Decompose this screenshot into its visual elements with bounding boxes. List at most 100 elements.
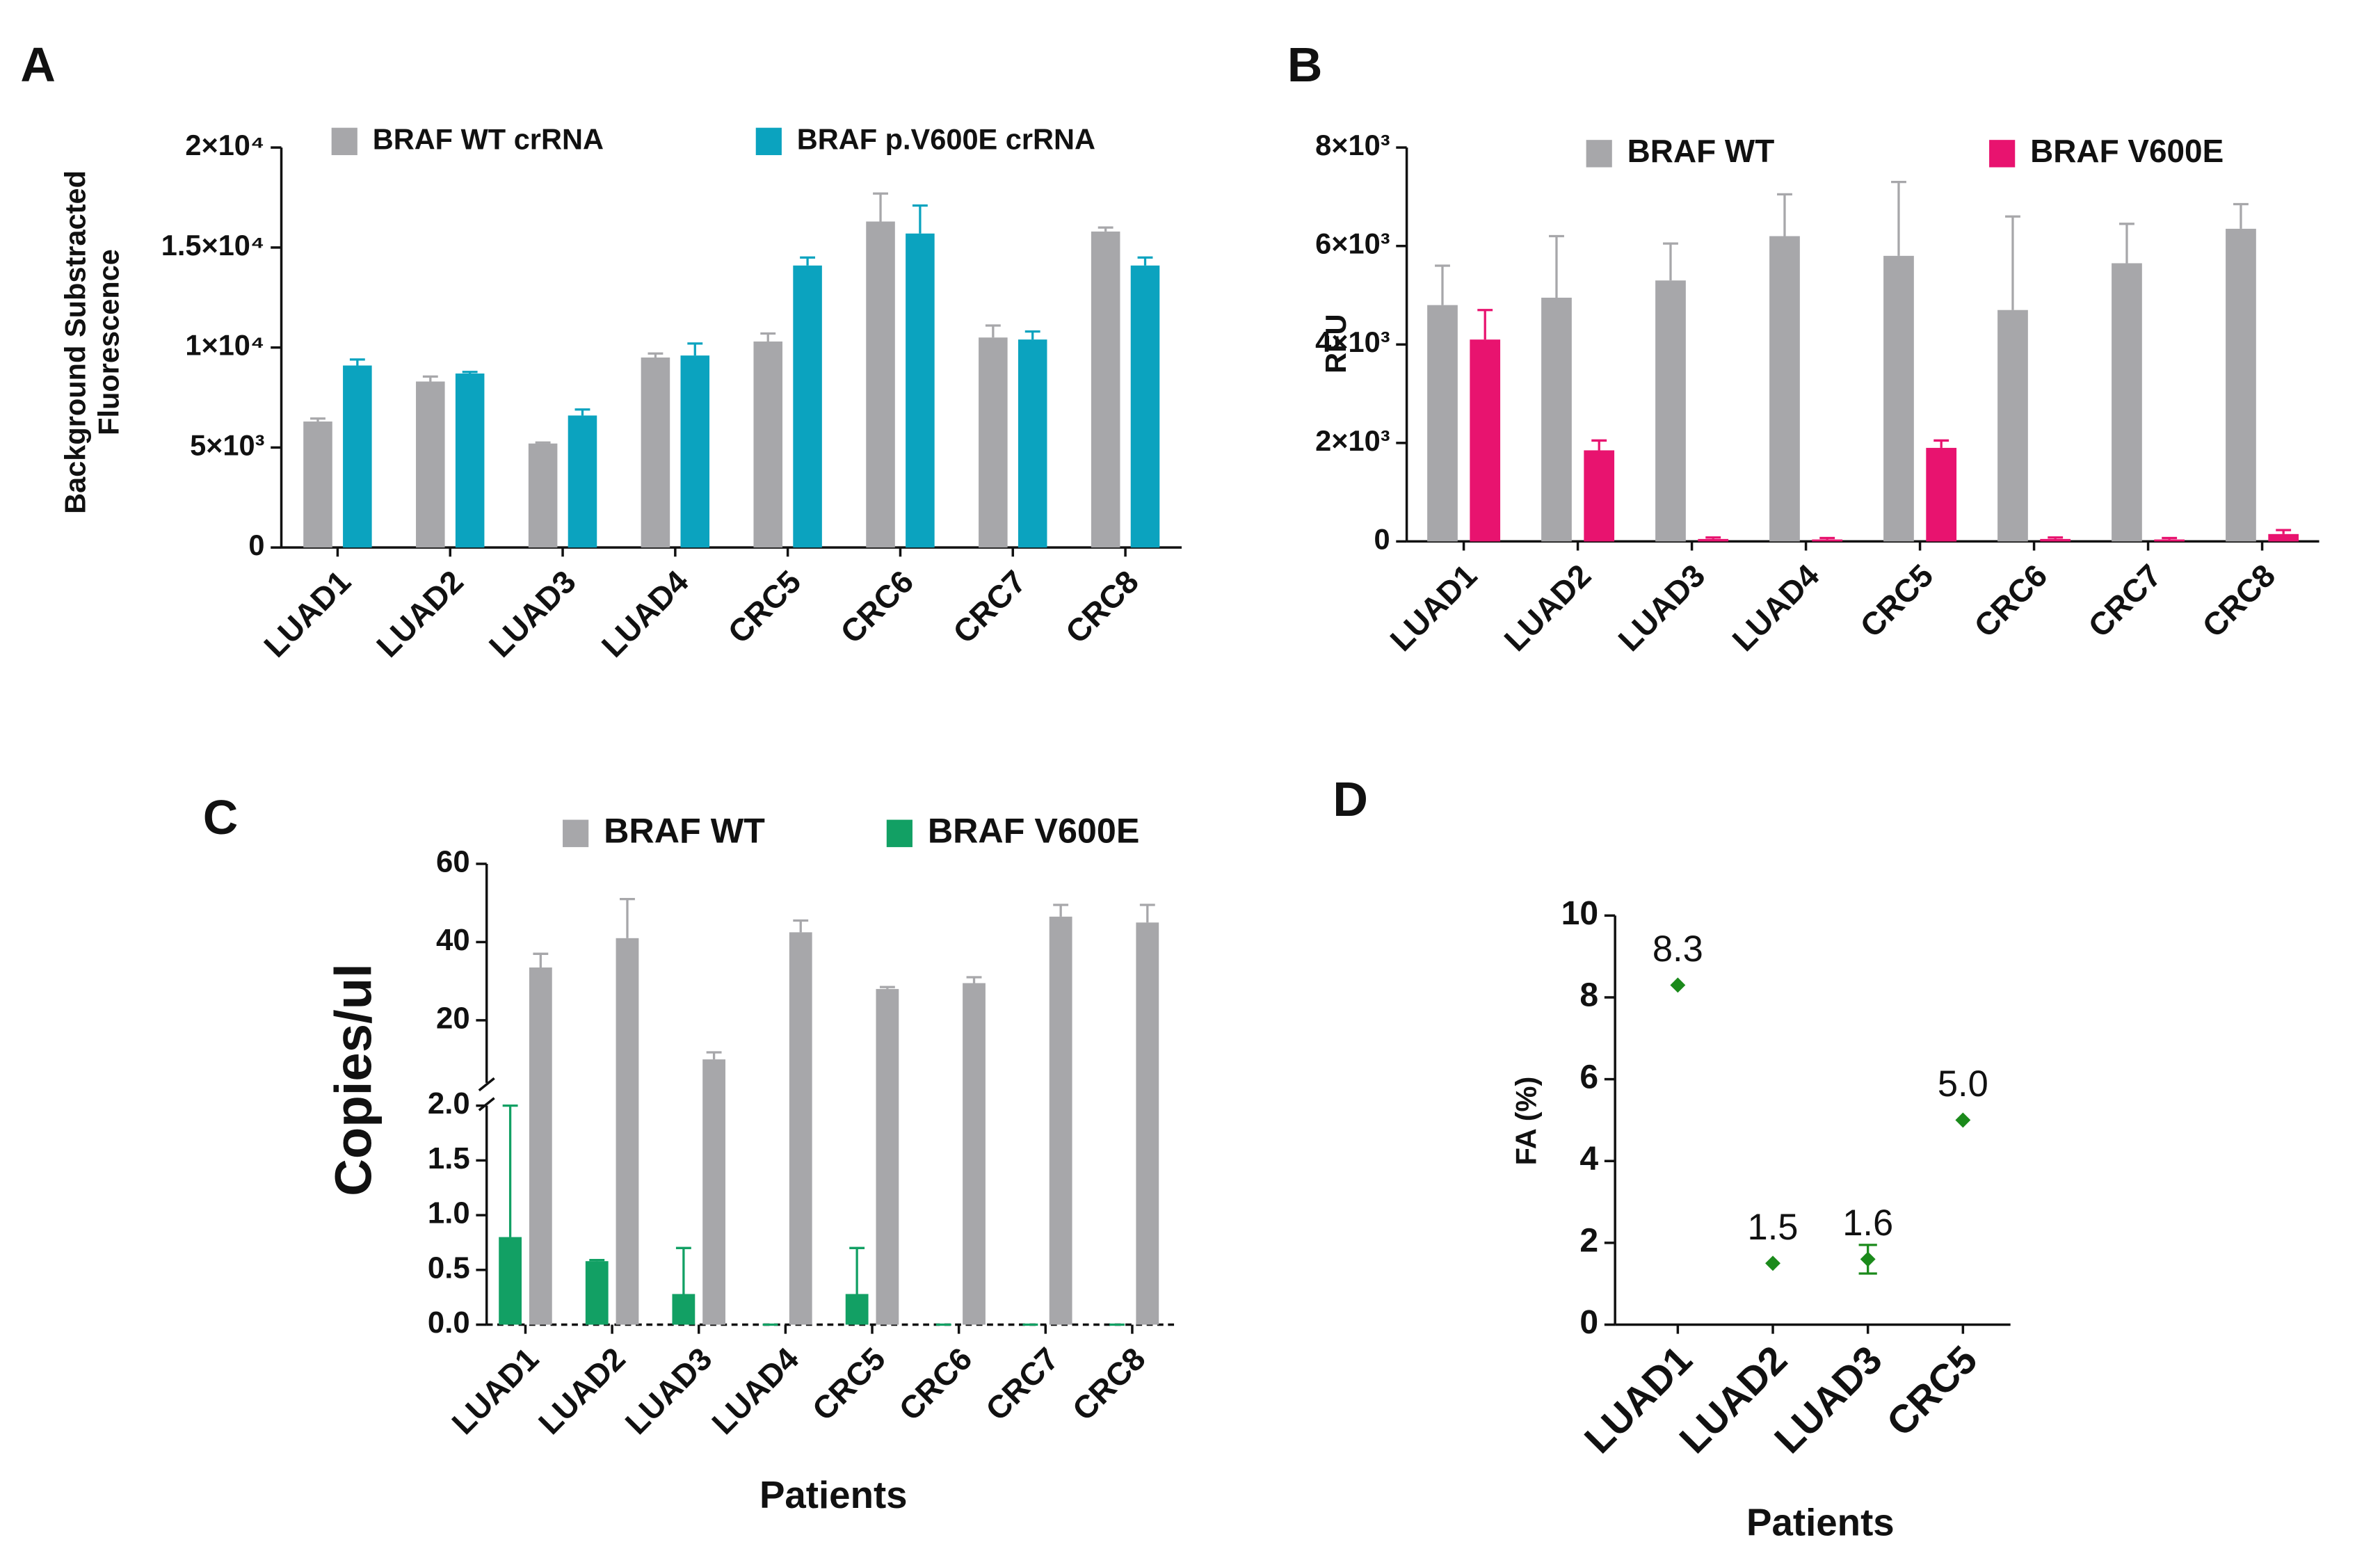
- x-tick-label: CRC8: [2195, 557, 2282, 644]
- x-tick-label: LUAD2: [1497, 557, 1598, 658]
- x-tick-label: CRC8: [1059, 563, 1145, 650]
- point: [1860, 1251, 1876, 1267]
- y-axis-label: RFU: [1319, 314, 1352, 373]
- bar: [1018, 339, 1047, 548]
- axis-break: [478, 1077, 495, 1092]
- x-tick-label: LUAD4: [705, 1340, 805, 1441]
- bar: [529, 967, 552, 1325]
- y-tick-label: 2.0: [428, 1086, 470, 1121]
- bar: [979, 337, 1008, 548]
- x-tick-label: LUAD3: [482, 563, 583, 664]
- legend-label: BRAF V600E: [928, 811, 1140, 851]
- point: [1670, 977, 1686, 993]
- y-tick-label: 0: [1579, 1303, 1598, 1341]
- x-tick-label: LUAD4: [1725, 557, 1826, 658]
- bar: [2112, 263, 2142, 542]
- legend-label: BRAF V600E: [2030, 133, 2224, 169]
- panel-letter: A: [20, 38, 56, 92]
- bar: [1769, 236, 1800, 542]
- bar: [1584, 450, 1615, 542]
- figure-content: A 0 5×10³ 1×10⁴ 1.5×10⁴ 2×10⁴ Background Subst…: [20, 38, 2319, 1544]
- data-label: 5.0: [1938, 1064, 1988, 1105]
- bar: [1812, 539, 1843, 542]
- y-tick-label: 1.5: [428, 1141, 470, 1175]
- bar: [568, 415, 597, 548]
- bar: [793, 265, 822, 548]
- x-tick-label: LUAD1: [257, 563, 357, 664]
- bar: [499, 1237, 522, 1325]
- bar: [2268, 533, 2299, 542]
- x-tick-label: LUAD1: [1577, 1338, 1701, 1463]
- y-tick-label: 0: [1374, 522, 1390, 555]
- bar: [616, 938, 639, 1325]
- bar: [1997, 310, 2028, 542]
- y-tick-label: 6×10³: [1315, 227, 1390, 260]
- x-tick-label: CRC5: [805, 1340, 892, 1427]
- bar: [1091, 231, 1120, 548]
- y-axis-label: Background Substracted: [58, 170, 91, 514]
- y-tick-label: 2×10⁴: [185, 129, 264, 161]
- x-tick-label: CRC6: [833, 563, 920, 650]
- y-tick-label: 5×10³: [190, 428, 264, 461]
- y-tick-label: 4×10³: [1315, 326, 1390, 358]
- bar: [585, 1261, 609, 1325]
- x-tick-label: CRC7: [2081, 557, 2168, 644]
- panel-letter: C: [203, 790, 239, 844]
- bar: [2154, 539, 2185, 542]
- legend-label: BRAF WT: [604, 811, 765, 851]
- data-label: 1.6: [1842, 1203, 1893, 1244]
- bar: [2226, 228, 2256, 542]
- y-tick-label: 8×10³: [1315, 129, 1390, 161]
- y-tick-label: 1.5×10⁴: [161, 229, 265, 262]
- x-tick-label: LUAD2: [531, 1340, 632, 1441]
- point: [1955, 1112, 1971, 1128]
- x-tick-label: CRC7: [946, 563, 1033, 650]
- bar: [303, 421, 332, 548]
- legend-swatch: [755, 127, 782, 156]
- y-tick-label: 60: [436, 845, 470, 879]
- bar: [455, 374, 485, 548]
- bar: [641, 358, 670, 548]
- x-axis-label: Patients: [759, 1474, 908, 1516]
- y-axis-label: FA (%): [1510, 1077, 1543, 1166]
- legend-label: BRAF WT crRNA: [373, 122, 604, 155]
- bar: [1698, 538, 1729, 542]
- bar: [1136, 922, 1159, 1325]
- y-tick-label: 10: [1561, 894, 1598, 932]
- axis-break: [478, 1097, 495, 1111]
- bar: [2040, 538, 2071, 542]
- x-tick-label: LUAD1: [1383, 557, 1484, 658]
- x-tick-label: LUAD1: [444, 1340, 545, 1441]
- y-tick-label: 1×10⁴: [185, 329, 264, 362]
- point: [1765, 1255, 1780, 1271]
- panel-letter: D: [1333, 772, 1368, 826]
- data-label: 8.3: [1653, 929, 1703, 970]
- y-tick-label: 4: [1579, 1140, 1598, 1178]
- x-tick-label: CRC8: [1066, 1340, 1152, 1427]
- y-tick-label: 2: [1579, 1222, 1598, 1260]
- bar: [963, 983, 986, 1325]
- y-axis-label: Copies/ul: [324, 963, 382, 1196]
- bar: [702, 1059, 726, 1325]
- y-tick-label: 8: [1579, 977, 1598, 1014]
- legend-swatch: [563, 819, 589, 847]
- x-tick-label: LUAD3: [618, 1340, 719, 1441]
- y-tick-label: 1.0: [428, 1196, 470, 1230]
- bar: [866, 221, 895, 548]
- legend-swatch: [886, 819, 912, 847]
- bar: [1130, 265, 1160, 548]
- bar: [876, 988, 899, 1325]
- bar: [1883, 255, 1914, 542]
- x-tick-label: LUAD3: [1611, 557, 1712, 658]
- x-tick-label: CRC5: [721, 563, 807, 650]
- bar: [789, 932, 812, 1325]
- y-tick-label: 0.5: [428, 1251, 470, 1285]
- bar: [672, 1294, 695, 1325]
- x-tick-label: CRC6: [892, 1340, 979, 1427]
- bar: [1926, 447, 1957, 542]
- bar: [1541, 298, 1572, 542]
- y-tick-label: 6: [1579, 1058, 1598, 1095]
- bar: [753, 342, 783, 548]
